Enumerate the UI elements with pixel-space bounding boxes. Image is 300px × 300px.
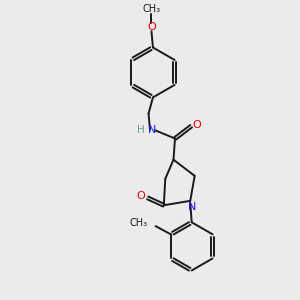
Text: N: N [148, 125, 157, 135]
Text: O: O [147, 22, 156, 32]
Text: CH₃: CH₃ [142, 4, 160, 14]
Text: CH₃: CH₃ [129, 218, 147, 228]
Text: O: O [193, 120, 201, 130]
Text: O: O [137, 191, 146, 201]
Text: N: N [188, 202, 196, 212]
Text: H: H [137, 125, 145, 135]
